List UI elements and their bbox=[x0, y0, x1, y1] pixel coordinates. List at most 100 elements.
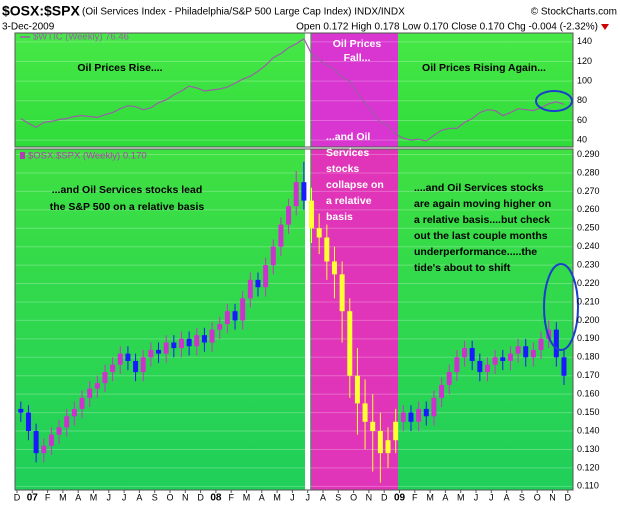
y-tick-label: 0.140 bbox=[577, 425, 600, 435]
y-tick-label: 0.170 bbox=[577, 370, 600, 380]
y-tick-label: 100 bbox=[577, 76, 592, 86]
x-tick-label: F bbox=[45, 492, 51, 502]
y-tick-label: 0.230 bbox=[577, 259, 600, 269]
x-tick-label: D bbox=[14, 492, 21, 502]
x-tick-label: J bbox=[107, 492, 112, 502]
x-tick-label: 09 bbox=[394, 493, 406, 504]
y-tick-label: 0.260 bbox=[577, 204, 600, 214]
annotation: stocks bbox=[326, 163, 359, 175]
highlight-oval bbox=[535, 90, 573, 112]
candle-body bbox=[163, 342, 169, 354]
candle-body bbox=[538, 338, 544, 350]
annotation: collapse on bbox=[326, 179, 384, 191]
x-tick-label: A bbox=[75, 492, 81, 502]
candle-body bbox=[194, 335, 200, 347]
candle-body bbox=[393, 421, 399, 441]
candle-body bbox=[530, 349, 536, 358]
x-tick-label: D bbox=[381, 492, 388, 502]
candle-body bbox=[462, 348, 468, 358]
candle-body bbox=[209, 329, 215, 343]
x-tick-label: S bbox=[152, 492, 158, 502]
legend-swatch bbox=[20, 152, 25, 159]
x-tick-label: J bbox=[122, 492, 127, 502]
candle-body bbox=[293, 182, 299, 207]
annotation: tide's about to shift bbox=[414, 262, 511, 274]
candle-body bbox=[110, 364, 116, 373]
y-tick-label: 40 bbox=[577, 134, 587, 144]
candle-body bbox=[301, 182, 307, 201]
annotation: Fall... bbox=[344, 52, 371, 64]
y-tick-label: 0.270 bbox=[577, 186, 600, 196]
chart-subtitle: (Oil Services Index - Philadelphia/S&P 5… bbox=[82, 7, 405, 18]
candle-body bbox=[431, 397, 437, 417]
y-tick-label: 0.280 bbox=[577, 167, 600, 177]
x-tick-label: N bbox=[549, 492, 556, 502]
x-tick-label: M bbox=[90, 492, 98, 502]
candle-body bbox=[492, 357, 498, 365]
candle-body bbox=[270, 246, 276, 266]
y-tick-label: 0.290 bbox=[577, 149, 600, 159]
candle-body bbox=[324, 237, 330, 262]
candle-body bbox=[64, 416, 70, 428]
decline-band bbox=[311, 149, 398, 490]
candle-body bbox=[316, 228, 322, 238]
annotation: ...and Oil Services stocks lead bbox=[52, 184, 203, 196]
annotation: Services bbox=[326, 147, 369, 159]
annotation: basis bbox=[326, 211, 353, 223]
upper-frame bbox=[14, 32, 574, 148]
credit: © StockCharts.com bbox=[531, 7, 617, 18]
candle-body bbox=[515, 346, 521, 354]
y-tick-label: 60 bbox=[577, 115, 587, 125]
candle-body bbox=[439, 384, 445, 398]
candle-body bbox=[247, 279, 253, 299]
x-tick-label: M bbox=[273, 492, 281, 502]
candle-body bbox=[354, 375, 360, 404]
candle-body bbox=[171, 342, 177, 349]
candle-body bbox=[331, 261, 337, 275]
chart-title: $OSX:$SPX bbox=[2, 3, 80, 19]
candle-body bbox=[133, 360, 139, 373]
candle-body bbox=[201, 335, 207, 343]
candle-body bbox=[400, 412, 406, 422]
annotation: out the last couple months bbox=[414, 230, 548, 242]
x-tick-label: S bbox=[335, 492, 341, 502]
candle-body bbox=[224, 311, 230, 325]
candle-body bbox=[263, 265, 269, 288]
x-tick-label: N bbox=[182, 492, 189, 502]
y-tick-label: 0.150 bbox=[577, 407, 600, 417]
candle-body bbox=[347, 311, 353, 376]
candle-body bbox=[309, 200, 315, 229]
candle-body bbox=[469, 348, 475, 361]
date: 3-Dec-2009 bbox=[2, 22, 55, 33]
x-tick-label: A bbox=[504, 492, 510, 502]
x-tick-label: M bbox=[243, 492, 251, 502]
candle-body bbox=[156, 349, 162, 354]
x-tick-label: A bbox=[259, 492, 265, 502]
y-tick-label: 80 bbox=[577, 95, 587, 105]
annotation: ...and Oil bbox=[326, 131, 370, 143]
y-tick-label: 0.130 bbox=[577, 444, 600, 454]
y-tick-label: 140 bbox=[577, 36, 592, 46]
x-tick-label: D bbox=[565, 492, 572, 502]
candle-body bbox=[140, 357, 146, 373]
x-tick-label: J bbox=[290, 492, 295, 502]
candle-body bbox=[48, 434, 54, 446]
y-tick-label: 0.120 bbox=[577, 462, 600, 472]
x-tick-label: J bbox=[474, 492, 479, 502]
candle-body bbox=[117, 353, 123, 365]
candle-body bbox=[79, 397, 85, 409]
candle-body bbox=[477, 360, 483, 373]
candle-body bbox=[454, 357, 460, 373]
x-tick-label: M bbox=[59, 492, 67, 502]
annotation: are again moving higher on bbox=[414, 198, 551, 210]
candle-body bbox=[523, 346, 529, 358]
candle-body bbox=[178, 338, 184, 349]
candle-body bbox=[484, 364, 490, 373]
candle-body bbox=[94, 383, 100, 389]
candle-body bbox=[125, 353, 131, 361]
y-tick-label: 0.200 bbox=[577, 315, 600, 325]
x-tick-label: J bbox=[305, 492, 310, 502]
separator bbox=[305, 33, 310, 490]
annotation: underperformance.....the bbox=[414, 246, 537, 258]
